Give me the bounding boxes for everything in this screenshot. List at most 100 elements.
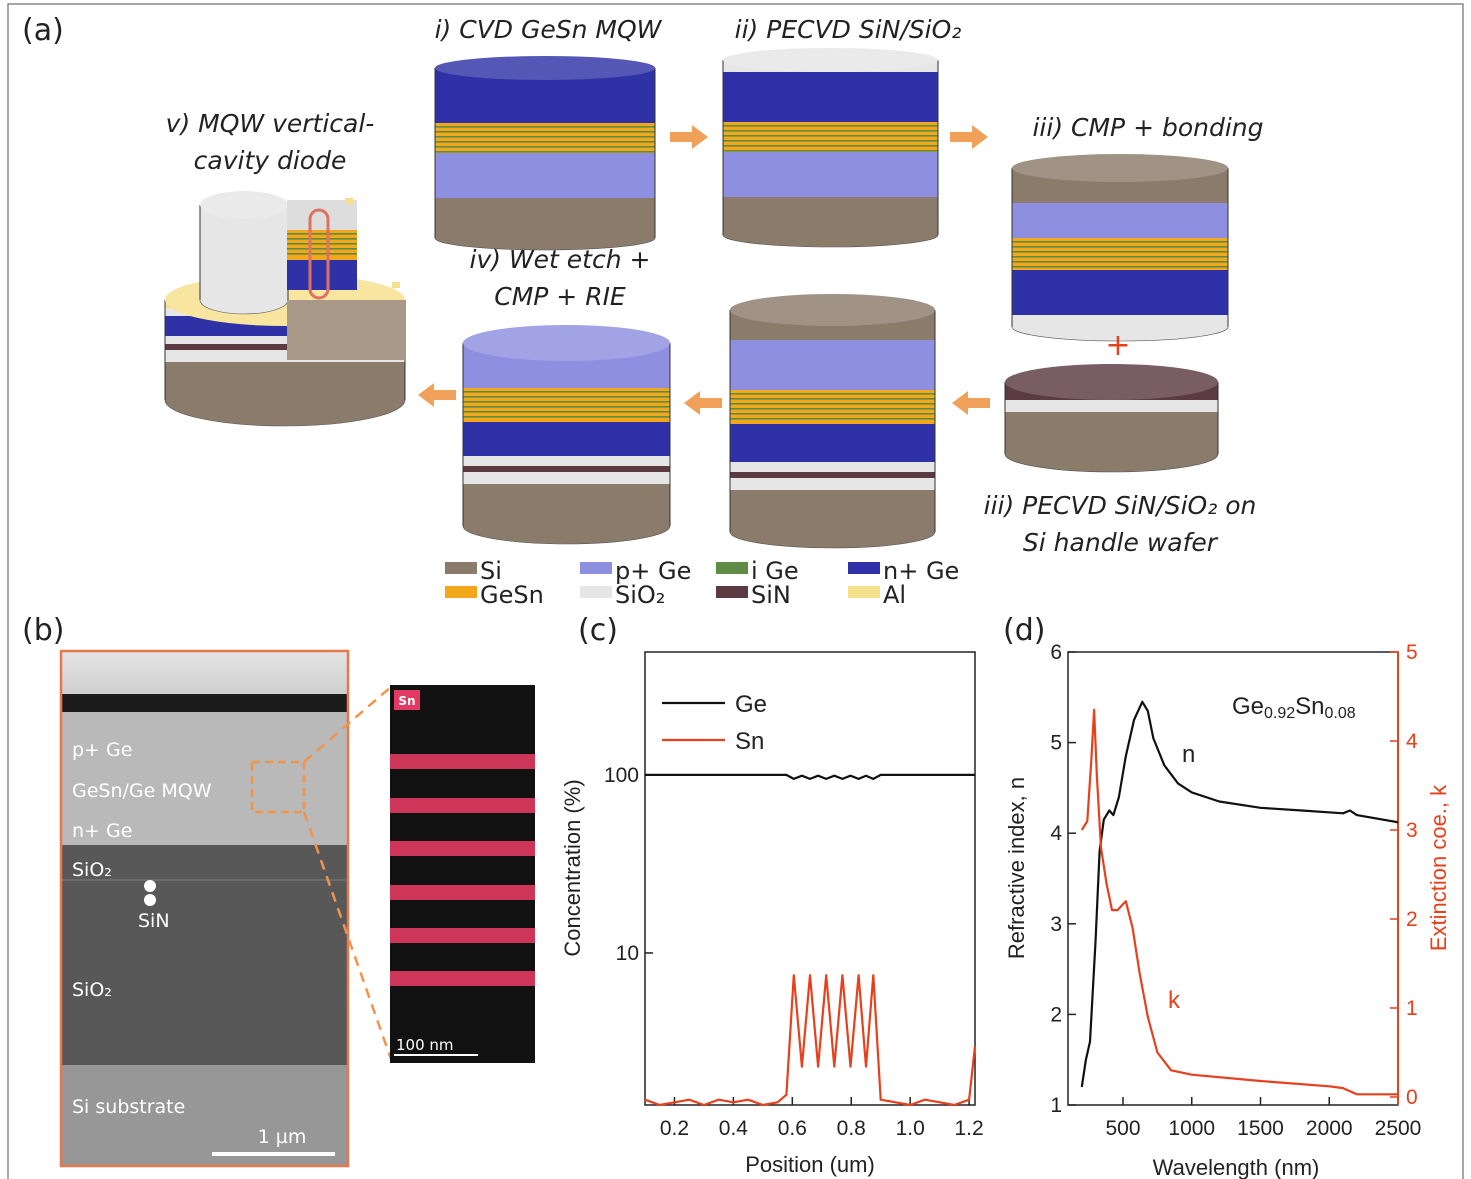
y-tick-label: 100 (604, 764, 639, 787)
layer (730, 490, 935, 532)
device-cut (287, 260, 357, 290)
wafer-top-shade (463, 325, 670, 361)
edx-scale-bar (394, 1054, 478, 1056)
legend-label: GeSn (480, 581, 544, 609)
plot-frame (645, 652, 975, 1105)
layer (723, 197, 938, 235)
layer (165, 362, 405, 400)
y-tick-label: 10 (616, 942, 639, 965)
layer (1012, 270, 1228, 315)
layer (435, 153, 655, 198)
layer (1005, 400, 1218, 412)
mqw-stripe (463, 401, 670, 403)
step-label: cavity diode (194, 146, 347, 175)
edx-stripe (390, 971, 535, 986)
mqw-stripe (435, 126, 655, 128)
y-tick-label: 1 (1050, 1094, 1062, 1117)
mqw-stripe (730, 403, 935, 405)
y-tick-label: 4 (1050, 822, 1062, 845)
sem-dark (62, 694, 347, 712)
mqw-stripe (1012, 256, 1228, 258)
annotation: Ge0.92Sn0.08 (1232, 693, 1356, 722)
wafer-top-shade (723, 48, 938, 72)
sem-label: GeSn/Ge MQW (72, 780, 212, 802)
plus-sign: + (1105, 328, 1130, 363)
x-tick-label: 1500 (1237, 1117, 1284, 1140)
mqw-stripe (1012, 266, 1228, 268)
sem-label: p+ Ge (72, 739, 132, 761)
y-tick-label: 3 (1050, 913, 1062, 936)
y2-tick-label: 2 (1406, 908, 1418, 931)
x-tick-label: 2000 (1306, 1117, 1353, 1140)
mqw-stripe (723, 150, 938, 152)
legend-label: SiO₂ (615, 581, 665, 609)
annotation-base: Sn (1295, 693, 1324, 720)
step-label: ii) PECVD SiN/SiO₂ (735, 15, 962, 44)
mqw-stripe (463, 416, 670, 418)
legend-swatch (580, 562, 612, 574)
wafer-stack (1012, 154, 1228, 341)
mqw-stripe (463, 406, 670, 408)
mqw-stripe (435, 136, 655, 138)
y2-tick-label: 5 (1406, 641, 1418, 664)
layer (200, 205, 288, 300)
series-line (645, 775, 975, 779)
device-cut (287, 300, 405, 360)
x-tick-label: 1.2 (955, 1117, 984, 1140)
mqw-stripe (287, 243, 357, 245)
x-tick-label: 0.8 (837, 1117, 866, 1140)
mqw-stripe (463, 411, 670, 413)
scale-label: 1 µm (258, 1126, 307, 1148)
wafer-stack (463, 325, 670, 544)
layer (435, 198, 655, 238)
step-label: v) MQW vertical- (166, 109, 375, 138)
process-arrow (950, 125, 988, 149)
mqw-stripe (287, 253, 357, 255)
mqw-stripe (723, 130, 938, 132)
edx-map (390, 685, 535, 1063)
layer (1012, 203, 1228, 238)
step-label: iii) PECVD SiN/SiO₂ on (984, 491, 1257, 520)
mqw-stripe (723, 145, 938, 147)
legend-swatch (716, 562, 748, 574)
process-arrow (670, 125, 708, 149)
annotation-sub: 0.92 (1264, 705, 1295, 722)
edx-element: Sn (398, 694, 415, 708)
mqw-layer (1012, 238, 1228, 270)
series-line (645, 975, 975, 1105)
wafer-stack (730, 294, 935, 548)
mqw-stripe (723, 135, 938, 137)
mqw-stripe (435, 151, 655, 153)
layer (730, 472, 935, 478)
mqw-stripe (730, 418, 935, 420)
al-contact (345, 198, 353, 204)
mqw-stripe (730, 413, 935, 415)
series-line (1082, 702, 1398, 1087)
panel-label: (a) (22, 13, 64, 48)
x-tick-label: 0.4 (719, 1117, 749, 1140)
layer (730, 424, 935, 462)
legend-swatch (445, 562, 477, 574)
mqw-stripe (730, 398, 935, 400)
mqw-stripe (1012, 261, 1228, 263)
mqw-stripe (1012, 246, 1228, 248)
legend-swatch (580, 586, 612, 598)
wafer-top-shade (730, 294, 935, 326)
y-axis-title: Concentration (%) (560, 779, 585, 956)
layer (463, 422, 670, 456)
sin-dot (144, 894, 156, 906)
x-axis-title: Wavelength (nm) (1153, 1155, 1320, 1179)
edx-stripe (390, 798, 535, 813)
legend-swatch (848, 562, 880, 574)
legend-swatch (848, 586, 880, 598)
sem-label: n+ Ge (72, 820, 132, 842)
x-tick-label: 0.6 (778, 1117, 807, 1140)
layer (723, 72, 938, 122)
legend-label: Al (883, 581, 906, 609)
edx-stripe (390, 928, 535, 943)
figure: (a)(b)(c)(d)i) CVD GeSn MQWii) PECVD SiN… (0, 0, 1471, 1179)
y-tick-label: 5 (1050, 732, 1062, 755)
wafer-top-shade (435, 56, 655, 80)
layer (723, 152, 938, 197)
legend-swatch (716, 586, 748, 598)
